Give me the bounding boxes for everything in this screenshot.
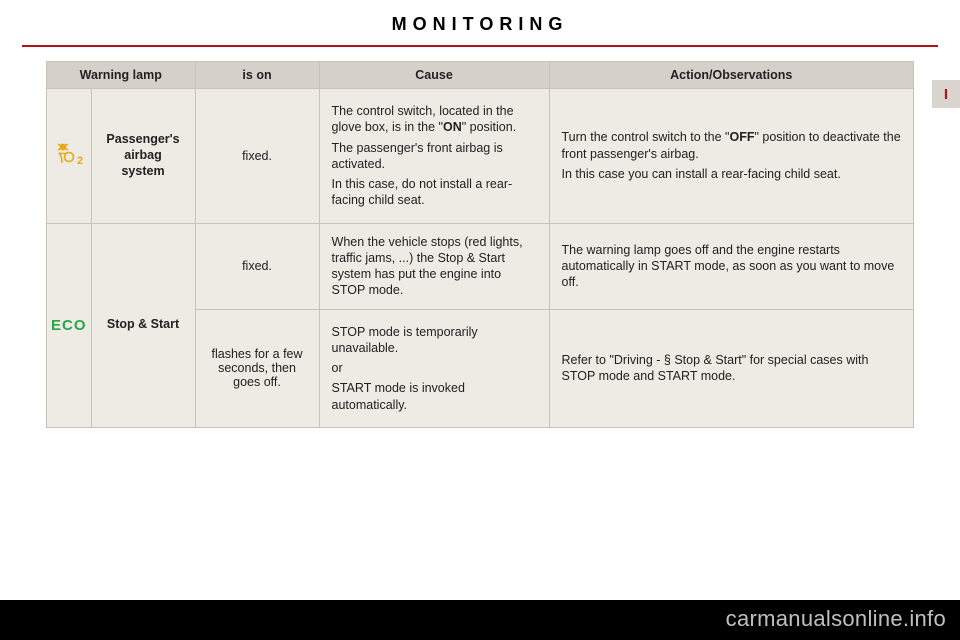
manual-page: MONITORING I Warning lamp is on Cause Ac… xyxy=(0,0,960,600)
airbag-cause-p1c: " position. xyxy=(462,120,516,134)
stopstart-name-cell: Stop & Start xyxy=(91,223,195,427)
airbag-name-cell: Passenger's airbag system xyxy=(91,89,195,224)
table-row: 2 Passenger's airbag system fixed. The c… xyxy=(47,89,914,224)
table-row: ECO Stop & Start fixed. When the vehicle… xyxy=(47,223,914,309)
section-tab: I xyxy=(932,80,960,108)
eco-icon: ECO xyxy=(51,317,87,334)
airbag-action-cell: Turn the control switch to the "OFF" pos… xyxy=(549,89,913,224)
stopstart-cause-flash-p1: STOP mode is temporarily unavailable. xyxy=(332,324,537,357)
passenger-airbag-icon: 2 xyxy=(54,141,84,170)
stopstart-cause-fixed: When the vehicle stops (red lights, traf… xyxy=(319,223,549,309)
warning-lamp-table: Warning lamp is on Cause Action/Observat… xyxy=(46,61,914,428)
svg-text:2: 2 xyxy=(77,155,83,167)
airbag-ison-cell: fixed. xyxy=(195,89,319,224)
col-warning-lamp: Warning lamp xyxy=(47,62,196,89)
airbag-action-off: OFF xyxy=(729,130,754,144)
warning-lamp-table-wrap: Warning lamp is on Cause Action/Observat… xyxy=(46,61,914,428)
airbag-action-p2: In this case you can install a rear-faci… xyxy=(562,166,901,182)
col-action: Action/Observations xyxy=(549,62,913,89)
airbag-icon-cell: 2 xyxy=(47,89,92,224)
airbag-cause-on: ON xyxy=(443,120,462,134)
stopstart-ison-flash: flashes for a few seconds, then goes off… xyxy=(195,309,319,427)
stopstart-cause-flash: STOP mode is temporarily unavailable. or… xyxy=(319,309,549,427)
stopstart-cause-flash-p2: or xyxy=(332,360,537,376)
stopstart-ison-fixed: fixed. xyxy=(195,223,319,309)
col-is-on: is on xyxy=(195,62,319,89)
table-header-row: Warning lamp is on Cause Action/Observat… xyxy=(47,62,914,89)
col-cause: Cause xyxy=(319,62,549,89)
title-rule xyxy=(22,45,938,47)
airbag-cause-cell: The control switch, located in the glove… xyxy=(319,89,549,224)
airbag-cause-p2: The passenger's front airbag is activate… xyxy=(332,140,537,173)
airbag-cause-p3: In this case, do not install a rear-faci… xyxy=(332,176,537,209)
airbag-name-l1: Passenger's xyxy=(106,132,179,146)
eco-icon-cell: ECO xyxy=(47,223,92,427)
watermark-text: carmanualsonline.info xyxy=(726,606,946,632)
airbag-name-l3: system xyxy=(121,164,164,178)
stopstart-action-fixed: The warning lamp goes off and the engine… xyxy=(549,223,913,309)
stopstart-action-flash: Refer to "Driving - § Stop & Start" for … xyxy=(549,309,913,427)
stopstart-cause-flash-p3: START mode is invoked automatically. xyxy=(332,380,537,413)
airbag-action-p1a: Turn the control switch to the " xyxy=(562,130,730,144)
page-title: MONITORING xyxy=(0,0,960,45)
airbag-name-l2: airbag xyxy=(124,148,162,162)
